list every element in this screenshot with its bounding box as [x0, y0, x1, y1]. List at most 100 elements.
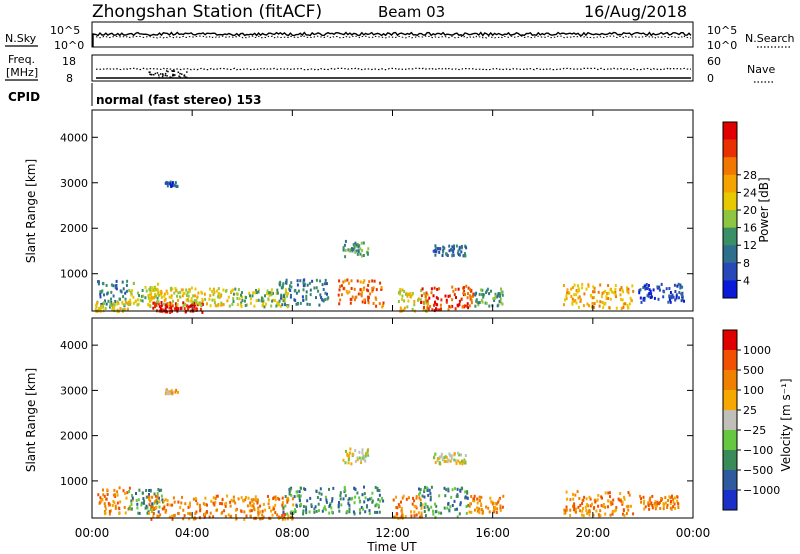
range-cell — [604, 505, 607, 509]
range-cell — [502, 494, 505, 498]
range-cell — [310, 503, 313, 507]
range-cell — [296, 302, 299, 306]
range-cell — [196, 502, 199, 506]
range-cell — [249, 297, 252, 301]
range-cell — [472, 292, 475, 296]
range-cell — [281, 286, 284, 290]
range-cell — [150, 298, 153, 302]
range-cell — [103, 502, 106, 506]
range-cell — [470, 288, 473, 292]
velocity-heatmap-data — [97, 388, 680, 521]
range-cell — [224, 289, 227, 293]
range-cell — [131, 494, 133, 497]
range-cell — [288, 492, 291, 496]
power-ylabel: Slant Range [km] — [24, 159, 38, 263]
noise-left-label: N.Sky — [5, 32, 37, 45]
range-cell — [499, 504, 502, 508]
range-cell — [243, 510, 246, 514]
range-cell — [284, 495, 287, 498]
range-cell — [480, 502, 483, 506]
range-cell — [422, 308, 425, 311]
range-cell — [288, 490, 291, 493]
nave-dip-dot — [151, 73, 153, 76]
range-cell — [249, 514, 252, 518]
range-cell — [259, 517, 262, 521]
range-cell — [305, 297, 308, 301]
range-cell — [354, 241, 357, 245]
range-cell — [290, 285, 293, 289]
range-cell — [647, 501, 650, 505]
range-cell — [371, 286, 374, 290]
range-cell — [662, 507, 665, 511]
range-cell — [302, 284, 305, 288]
range-cell — [418, 496, 421, 500]
range-cell — [328, 511, 331, 515]
range-cell — [291, 497, 294, 501]
range-cell — [149, 292, 152, 296]
range-cell — [324, 495, 327, 499]
range-cell — [497, 292, 500, 296]
range-cell — [573, 283, 576, 287]
range-cell — [434, 515, 437, 519]
range-cell — [410, 510, 412, 514]
range-cell — [381, 496, 383, 500]
range-cell — [451, 304, 454, 308]
frequency-panel: Freq. [MHz] 18 8 60 0 Nave — [5, 53, 775, 85]
range-cell — [282, 299, 285, 303]
colorbar-swatch — [723, 350, 737, 371]
nave-dip-dot — [149, 71, 151, 73]
range-cell — [195, 299, 198, 303]
range-cell — [347, 248, 350, 252]
range-cell — [182, 517, 185, 521]
range-cell — [344, 494, 347, 498]
range-cell — [438, 287, 441, 291]
range-cell — [153, 492, 156, 496]
range-cell — [351, 249, 354, 253]
range-cell — [160, 293, 163, 297]
range-cell — [585, 508, 588, 512]
range-cell — [103, 293, 105, 297]
range-cell — [300, 502, 302, 506]
range-cell — [402, 308, 405, 312]
range-cell — [142, 497, 145, 501]
range-cell — [437, 457, 440, 461]
range-cell — [115, 287, 118, 291]
range-cell — [315, 490, 318, 493]
range-cell — [190, 299, 193, 303]
nave-label: Nave — [747, 63, 775, 76]
range-cell — [109, 304, 112, 308]
range-cell — [353, 245, 356, 249]
range-cell — [599, 509, 602, 513]
range-cell — [457, 304, 460, 308]
range-cell — [476, 509, 479, 513]
range-cell — [419, 498, 422, 502]
range-cell — [362, 507, 365, 511]
range-cell — [407, 496, 410, 500]
range-cell — [124, 300, 127, 304]
range-cell — [367, 289, 370, 293]
range-cell — [203, 292, 206, 296]
range-cell — [640, 300, 643, 304]
range-cell — [642, 495, 645, 499]
range-cell — [148, 495, 151, 499]
range-cell — [354, 487, 357, 491]
range-cell — [579, 503, 582, 507]
range-cell — [429, 495, 432, 499]
range-cell — [565, 297, 568, 301]
range-cell — [434, 248, 437, 252]
range-cell — [191, 300, 194, 304]
range-cell — [419, 488, 422, 492]
nave-dip-dot — [177, 71, 180, 73]
range-cell — [673, 283, 676, 287]
range-cell — [104, 511, 107, 515]
colorbar-tick-label: 28 — [743, 169, 757, 182]
colorbar-tick-label: −25 — [743, 424, 766, 437]
range-cell — [348, 503, 351, 507]
range-cell — [276, 291, 279, 295]
range-cell — [114, 493, 116, 497]
range-cell — [164, 510, 167, 514]
range-cell — [138, 294, 140, 298]
range-cell — [362, 288, 365, 292]
range-cell — [264, 508, 267, 512]
range-cell — [315, 509, 318, 513]
